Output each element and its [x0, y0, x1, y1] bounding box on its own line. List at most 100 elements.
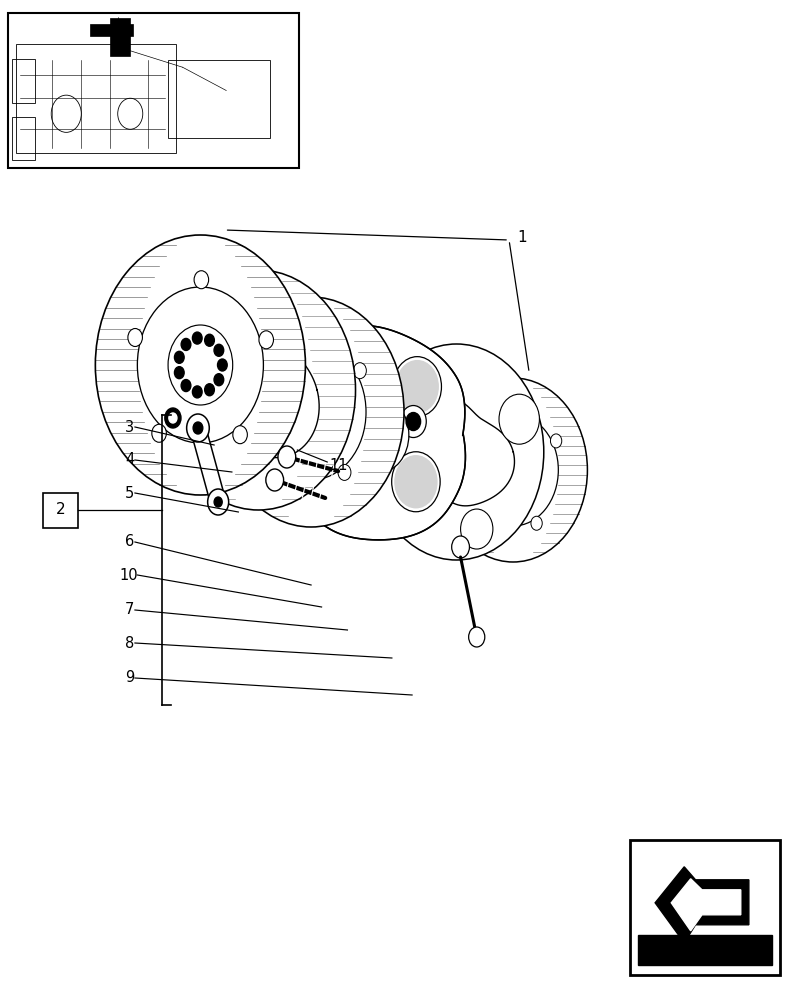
Bar: [43, 493, 78, 528]
Bar: [630, 840, 780, 975]
Text: 11: 11: [330, 458, 348, 473]
Bar: [8, 13, 299, 168]
Text: 1: 1: [517, 230, 527, 244]
Text: 4: 4: [125, 452, 134, 468]
Circle shape: [335, 439, 350, 457]
Circle shape: [305, 431, 313, 441]
Circle shape: [288, 414, 297, 424]
Circle shape: [236, 369, 244, 379]
Circle shape: [550, 434, 562, 448]
Circle shape: [353, 363, 366, 379]
Circle shape: [247, 412, 255, 422]
Circle shape: [324, 394, 332, 404]
Circle shape: [392, 452, 440, 512]
Circle shape: [192, 386, 202, 398]
Bar: [638, 935, 772, 965]
Circle shape: [499, 394, 540, 444]
Circle shape: [516, 447, 524, 456]
Text: 3: 3: [125, 420, 134, 434]
Circle shape: [489, 440, 537, 500]
Circle shape: [214, 374, 224, 386]
Circle shape: [282, 376, 340, 448]
Circle shape: [330, 432, 356, 464]
Circle shape: [324, 420, 332, 430]
Circle shape: [175, 367, 184, 379]
Circle shape: [266, 469, 284, 491]
Circle shape: [247, 358, 255, 368]
Circle shape: [169, 413, 177, 423]
Text: 10: 10: [120, 568, 138, 582]
Text: 7: 7: [125, 602, 135, 617]
Bar: [168, 60, 270, 138]
Circle shape: [347, 397, 409, 473]
Circle shape: [232, 385, 240, 395]
Circle shape: [294, 426, 302, 436]
Circle shape: [526, 466, 533, 475]
Polygon shape: [655, 867, 749, 943]
Text: 9: 9: [125, 670, 134, 686]
Bar: [12, 60, 36, 103]
Circle shape: [152, 424, 166, 442]
Polygon shape: [198, 322, 319, 458]
Circle shape: [214, 344, 224, 356]
Circle shape: [315, 429, 323, 439]
Circle shape: [469, 627, 485, 647]
Text: 5: 5: [125, 486, 134, 500]
Circle shape: [278, 446, 296, 468]
Circle shape: [256, 344, 366, 480]
Circle shape: [181, 380, 191, 392]
Circle shape: [338, 464, 351, 480]
Circle shape: [204, 384, 214, 396]
Circle shape: [187, 414, 209, 442]
Circle shape: [494, 460, 501, 469]
Circle shape: [162, 270, 356, 510]
Circle shape: [294, 388, 302, 398]
Text: 8: 8: [125, 636, 134, 650]
Circle shape: [303, 431, 345, 483]
Circle shape: [406, 413, 421, 431]
Circle shape: [228, 352, 289, 428]
Circle shape: [396, 361, 438, 413]
Circle shape: [461, 509, 493, 549]
Circle shape: [192, 332, 202, 344]
Circle shape: [507, 445, 515, 454]
Circle shape: [137, 287, 263, 443]
Bar: [110, 18, 130, 56]
Circle shape: [288, 400, 297, 410]
Circle shape: [393, 357, 441, 417]
Text: 6: 6: [125, 534, 134, 550]
Circle shape: [369, 344, 544, 560]
Circle shape: [277, 385, 285, 395]
Bar: [90, 24, 133, 36]
Circle shape: [524, 477, 531, 486]
Circle shape: [379, 453, 415, 497]
Circle shape: [175, 351, 184, 363]
Circle shape: [507, 486, 515, 495]
Circle shape: [128, 329, 142, 347]
Circle shape: [165, 408, 181, 428]
Circle shape: [273, 369, 281, 379]
Circle shape: [256, 445, 269, 461]
Circle shape: [468, 414, 558, 526]
Circle shape: [494, 471, 501, 480]
Circle shape: [401, 406, 427, 438]
Polygon shape: [190, 428, 226, 502]
Circle shape: [452, 536, 469, 558]
Circle shape: [262, 412, 270, 422]
Circle shape: [465, 492, 476, 506]
Circle shape: [318, 381, 341, 409]
Polygon shape: [297, 326, 465, 540]
Circle shape: [194, 271, 208, 289]
Text: 2: 2: [56, 502, 65, 518]
Circle shape: [233, 426, 247, 444]
Circle shape: [315, 385, 323, 395]
Polygon shape: [398, 398, 515, 506]
Circle shape: [300, 427, 348, 487]
Bar: [12, 117, 36, 160]
Circle shape: [181, 338, 191, 350]
Circle shape: [271, 344, 284, 360]
Circle shape: [524, 454, 531, 463]
Circle shape: [259, 331, 273, 349]
Circle shape: [516, 484, 524, 493]
Circle shape: [217, 359, 227, 371]
